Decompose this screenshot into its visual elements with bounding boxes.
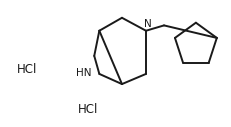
Text: N: N [144,19,152,29]
Text: HCl: HCl [16,63,37,76]
Text: HCl: HCl [78,103,98,116]
Text: HN: HN [76,68,91,78]
